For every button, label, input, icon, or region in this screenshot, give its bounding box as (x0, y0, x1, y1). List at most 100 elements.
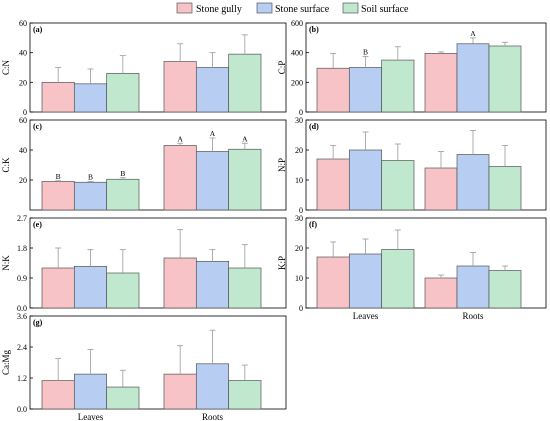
panel-label: (a) (33, 25, 43, 34)
y-tick-label: 0 (23, 108, 27, 117)
bar-stone-surface (456, 43, 490, 113)
bar-soil-surface (228, 380, 262, 410)
bar-stone-surface (195, 67, 230, 113)
bar-stone-gully (424, 167, 458, 211)
legend-swatch (256, 2, 273, 14)
bar-soil-surface (488, 166, 522, 211)
x-category-label: Leaves (353, 311, 379, 321)
bar-stone-gully (163, 145, 197, 211)
bar-stone-surface (73, 265, 108, 309)
bar-stone-gully (424, 277, 458, 309)
bar-soil-surface (381, 160, 415, 211)
bar-stone-surface (348, 253, 383, 309)
bar-stone-surface (73, 83, 108, 113)
bar-stone-gully (41, 181, 75, 211)
panel-label: (c) (33, 122, 42, 131)
y-axis-label: C:P (277, 61, 287, 75)
bar-soil-surface (106, 73, 140, 113)
legend-label: Soil surface (361, 4, 409, 15)
significance-label: A (210, 129, 216, 138)
y-tick-label: 40 (19, 146, 27, 155)
bar-soil-surface (228, 148, 262, 211)
y-tick-label: 10 (295, 176, 303, 185)
bar-soil-surface (106, 178, 140, 211)
panel-label: (f) (309, 220, 317, 229)
significance-label: A (242, 134, 248, 143)
chart-panels: (a)C:N0204060(b)C:P0200400600BA(c)C:K204… (1, 19, 547, 421)
bar-stone-gully (163, 373, 197, 410)
bar-stone-surface (456, 154, 490, 211)
y-tick-label: 3.6 (17, 312, 27, 321)
bar-stone-gully (424, 53, 458, 113)
panel-label: (e) (33, 220, 42, 229)
chart-panel: (c) C:K 20 40 60 B B B A A A (1, 116, 287, 211)
y-tick-label: 60 (19, 116, 27, 125)
y-axis-label: K:P (277, 256, 287, 270)
legend-label: Stone surface (275, 4, 330, 15)
y-tick-label: 20 (19, 78, 27, 87)
bar-soil-surface (488, 270, 522, 309)
y-axis-label: N:P (277, 158, 287, 172)
bar-soil-surface (106, 386, 140, 410)
legend-swatch (342, 2, 359, 14)
bar-soil-surface (228, 267, 262, 309)
y-tick-label: 0.9 (17, 274, 27, 283)
bar-stone-gully (316, 158, 350, 211)
bar-stone-gully (41, 267, 75, 309)
bar-soil-surface (228, 53, 262, 113)
chart-panel: (e) N:K 0.0 0.9 1.8 2.7 (1, 214, 287, 313)
bar-soil-surface (106, 272, 140, 309)
y-tick-label: 0.0 (17, 405, 27, 414)
y-axis-label: C:N (1, 60, 11, 76)
panel-label: (d) (309, 122, 319, 131)
y-tick-label: 30 (295, 214, 303, 223)
y-tick-label: 0.0 (17, 304, 27, 313)
bar-stone-gully (163, 61, 197, 113)
y-tick-label: 0 (299, 108, 303, 117)
bar-stone-gully (41, 81, 75, 113)
y-tick-label: 20 (19, 176, 27, 185)
bar-soil-surface (381, 59, 415, 113)
chart-panel: (f) K:P 0 10 20 30 Leaves Roots (277, 214, 547, 321)
y-axis-label: C:K (1, 157, 11, 173)
bar-stone-surface (348, 149, 383, 211)
bar-soil-surface (488, 45, 522, 113)
bar-stone-surface (195, 260, 230, 309)
bar-stone-surface (195, 151, 230, 211)
bar-soil-surface (381, 249, 415, 309)
plot-frame (29, 217, 287, 309)
plot-frame (29, 315, 287, 410)
significance-label: A (470, 29, 476, 38)
plot-frame (29, 22, 287, 113)
plot-frame (29, 119, 287, 211)
x-category-label: Roots (202, 412, 224, 421)
x-category-label: Roots (462, 311, 484, 321)
y-tick-label: 10 (295, 274, 303, 283)
y-tick-label: 400 (291, 49, 303, 58)
y-tick-label: 0 (299, 206, 303, 215)
y-tick-label: 30 (295, 116, 303, 125)
y-tick-label: 60 (19, 19, 27, 28)
y-tick-label: 1.8 (17, 244, 27, 253)
y-tick-label: 200 (291, 78, 303, 87)
y-tick-label: 20 (295, 244, 303, 253)
bar-stone-surface (348, 67, 383, 113)
significance-label: B (56, 172, 61, 181)
bar-stone-surface (73, 373, 108, 410)
bar-stone-surface (195, 363, 230, 410)
panel-label: (b) (309, 25, 319, 34)
bar-stone-surface (73, 181, 108, 211)
y-axis-label: N:K (1, 255, 11, 271)
significance-label: B (120, 169, 125, 178)
y-tick-label: 0 (299, 304, 303, 313)
y-tick-label: 40 (19, 49, 27, 58)
panel-label: (g) (33, 318, 43, 327)
bar-stone-gully (163, 257, 197, 309)
chart-panel: (a) C:N 0 20 40 60 (1, 19, 287, 117)
chart-panel: (d) N:P 0 10 20 30 (277, 116, 547, 215)
legend-label: Stone gully (196, 4, 242, 15)
y-tick-label: 20 (295, 146, 303, 155)
bar-stone-gully (316, 256, 350, 309)
significance-label: B (88, 173, 93, 182)
